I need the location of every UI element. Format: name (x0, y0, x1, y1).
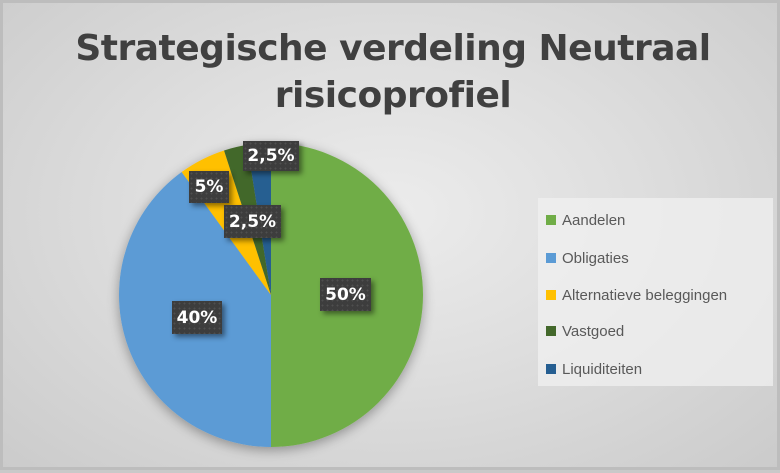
legend-swatch-icon (546, 326, 556, 336)
legend-label: Vastgoed (562, 322, 625, 340)
data-label-obligaties: 40% (172, 301, 222, 334)
legend-swatch-icon (546, 364, 556, 374)
legend-swatch-icon (546, 253, 556, 263)
legend-item-obligaties[interactable]: Obligaties (546, 248, 629, 268)
legend-item-alternatieve-beleggingen[interactable]: Alternatieve beleggingen (546, 285, 727, 305)
legend-swatch-icon (546, 215, 556, 225)
chart-title-line-2: risicoprofiel (274, 75, 512, 116)
data-label-vastgoed: 2,5% (224, 205, 281, 238)
legend-label: Aandelen (562, 211, 626, 229)
legend-item-vastgoed[interactable]: Vastgoed (546, 321, 624, 341)
data-label-aandelen: 50% (320, 278, 371, 311)
chart-title: Strategische verdeling Neutraal risicopr… (3, 25, 780, 119)
data-label-alternatieve-beleggingen: 5% (189, 171, 229, 203)
chart-title-line-1: Strategische verdeling Neutraal (75, 28, 711, 69)
legend-item-aandelen[interactable]: Aandelen (546, 210, 625, 230)
data-label-liquiditeiten: 2,5% (243, 141, 299, 171)
legend: Aandelen Obligaties Alternatieve beleggi… (538, 198, 773, 386)
plot-area: 50% 40% 5% 2,5% 2,5% (3, 3, 780, 473)
legend-item-liquiditeiten[interactable]: Liquiditeiten (546, 359, 642, 379)
legend-label: Liquiditeiten (562, 360, 643, 378)
legend-label: Obligaties (562, 249, 629, 267)
legend-swatch-icon (546, 290, 556, 300)
legend-label: Alternatieve beleggingen (562, 286, 728, 304)
